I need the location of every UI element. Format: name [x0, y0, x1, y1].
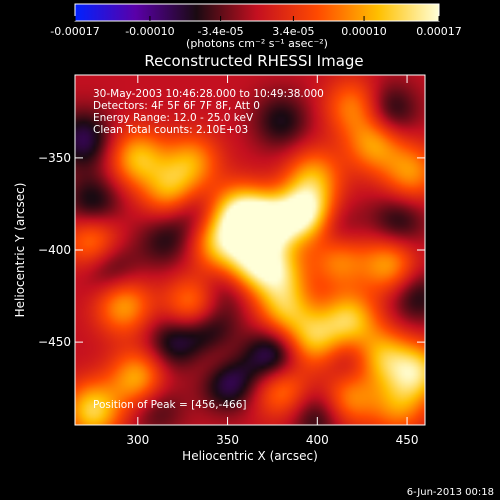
plot-area: 300 350 400 450 −350 −400 −450 [38, 74, 426, 447]
annotation-peak-position: Position of Peak = [456,-466] [93, 399, 247, 411]
x-tick-label: 400 [306, 433, 329, 447]
annotation-energy-range: Energy Range: 12.0 - 25.0 keV [93, 112, 254, 124]
colorbar-tick-label: -0.00017 [50, 25, 99, 38]
colorbar-tick-label: 3.4e-05 [272, 25, 314, 38]
colorbar-tick-label: 0.00010 [341, 25, 387, 38]
annotation-time-range: 30-May-2003 10:46:28.000 to 10:49:38.000 [93, 88, 324, 100]
x-tick-label: 300 [126, 433, 149, 447]
y-axis-label: Heliocentric Y (arcsec) [13, 183, 27, 318]
annotation-detectors: Detectors: 4F 5F 6F 7F 8F, Att 0 [93, 100, 260, 112]
colorbar-tick-label: -0.00010 [125, 25, 174, 38]
colorbar-tick-label: 0.00017 [416, 25, 462, 38]
colorbar-unit-label: (photons cm⁻² s⁻¹ asec⁻²) [186, 37, 328, 50]
colorbar-strip [74, 3, 440, 22]
x-axis-ticks: 300 350 400 450 [126, 75, 419, 447]
annotation-clean-counts: Clean Total counts: 2.10E+03 [93, 124, 248, 136]
y-axis-ticks: −350 −400 −450 [38, 151, 425, 349]
colorbar-tick-label: -3.4e-05 [197, 25, 243, 38]
y-tick-label: −350 [38, 151, 71, 165]
colorbar: -0.00017 -0.00010 -3.4e-05 3.4e-05 0.00010 0.… [50, 3, 462, 50]
colorbar-ticks: -0.00017 -0.00010 -3.4e-05 3.4e-05 0.00010 0.… [50, 16, 462, 38]
y-tick-label: −400 [38, 243, 71, 257]
x-tick-label: 450 [396, 433, 419, 447]
x-tick-label: 350 [216, 433, 239, 447]
y-tick-label: −450 [38, 335, 71, 349]
chart-title: Reconstructed RHESSI Image [144, 52, 363, 70]
heatmap-image [75, 75, 425, 425]
footer-date: 6-Jun-2013 00:18 [407, 487, 494, 498]
x-axis-label: Heliocentric X (arcsec) [182, 449, 318, 463]
